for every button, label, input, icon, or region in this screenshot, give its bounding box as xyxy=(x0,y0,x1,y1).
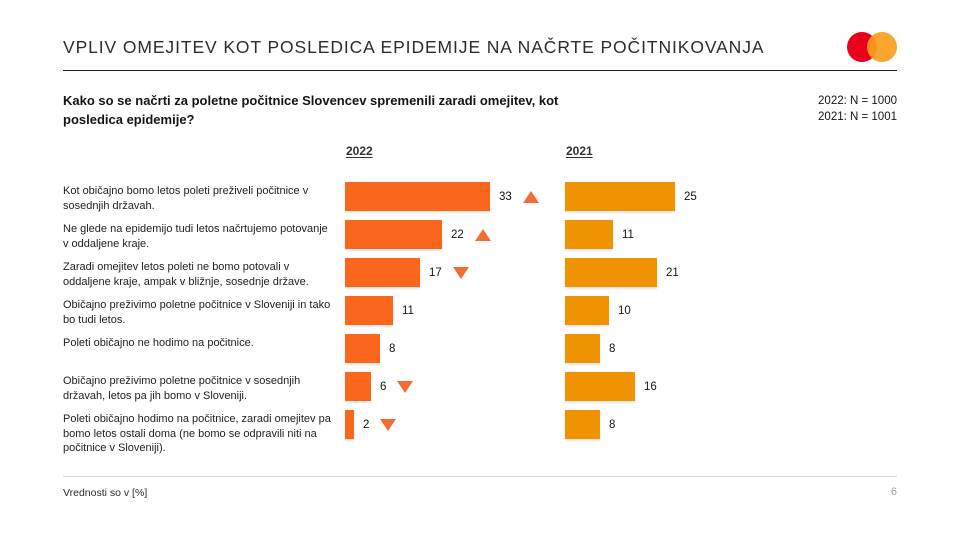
bar-cell-2022: 2 xyxy=(345,410,565,448)
category-label: Ne glede na epidemijo tudi letos načrtuj… xyxy=(63,223,328,250)
category-label: Zaradi omejitev letos poleti ne bomo pot… xyxy=(63,261,309,288)
category-label: Običajno preživimo poletne počitnice v s… xyxy=(63,375,301,402)
trend-down-icon xyxy=(397,380,414,393)
sample-size-2021: 2021: N = 1001 xyxy=(818,111,897,123)
category-label: Kot običajno bomo letos poleti preživeli… xyxy=(63,185,309,212)
bar-line: 17 xyxy=(345,258,565,287)
bar-cell-2022: 11 xyxy=(345,296,565,334)
bar-cell-2021: 8 xyxy=(565,334,897,372)
mastercard-logo xyxy=(847,31,897,63)
bar-line: 2 xyxy=(345,410,565,439)
bar-value: 10 xyxy=(618,304,631,317)
header-spacer xyxy=(63,144,345,175)
footnote: Vrednosti so v [%] xyxy=(63,487,148,499)
bar-2022 xyxy=(345,410,354,439)
sample-size-2022: 2022: N = 1000 xyxy=(818,95,897,107)
logo-orange-circle xyxy=(867,32,897,62)
trend-down-icon xyxy=(452,266,469,279)
bar-value: 25 xyxy=(684,190,697,203)
bar-2021 xyxy=(565,410,600,439)
category-label: Poleti običajno ne hodimo na počitnice. xyxy=(63,337,254,349)
bar-cell-2021: 8 xyxy=(565,410,897,448)
bar-cell-2022: 6 xyxy=(345,372,565,410)
bar-value: 21 xyxy=(666,266,679,279)
bar-value: 22 xyxy=(451,228,464,241)
chart: 2022 2021 Kot običajno bomo letos poleti… xyxy=(63,144,897,454)
category-label: Poleti običajno hodimo na počitnice, zar… xyxy=(63,413,331,454)
bar-line: 10 xyxy=(565,296,897,325)
bar-2022 xyxy=(345,296,393,325)
bar-cell-2021: 10 xyxy=(565,296,897,334)
bar-value: 8 xyxy=(389,342,396,355)
bar-value: 8 xyxy=(609,342,616,355)
column-header-2021: 2021 xyxy=(566,144,593,158)
bar-2021 xyxy=(565,296,609,325)
bar-cell-2022: 33 xyxy=(345,182,565,220)
chart-body: 2022 2021 Kot običajno bomo letos poleti… xyxy=(63,144,897,454)
bar-value: 11 xyxy=(402,304,414,317)
survey-question: Kako so se načrti za poletne počitnice S… xyxy=(63,93,559,127)
bar-line: 21 xyxy=(565,258,897,287)
bar-2021 xyxy=(565,220,613,249)
bar-value: 2 xyxy=(363,418,370,431)
bar-2021 xyxy=(565,258,657,287)
bar-line: 8 xyxy=(565,410,897,439)
bar-line: 25 xyxy=(565,182,897,211)
page-number: 6 xyxy=(890,486,897,498)
bar-value: 17 xyxy=(429,266,442,279)
trend-up-icon xyxy=(522,190,539,203)
title-divider xyxy=(63,70,897,71)
bar-cell-2021: 16 xyxy=(565,372,897,410)
bar-line: 8 xyxy=(565,334,897,363)
bar-line: 8 xyxy=(345,334,565,363)
bar-2022 xyxy=(345,220,442,249)
bar-cell-2021: 25 xyxy=(565,182,897,220)
bar-line: 11 xyxy=(345,296,565,325)
bar-cell-2022: 22 xyxy=(345,220,565,258)
bar-cell-2021: 11 xyxy=(565,220,897,258)
bar-line: 22 xyxy=(345,220,565,249)
bar-cell-2022: 8 xyxy=(345,334,565,372)
bar-value: 11 xyxy=(622,228,634,241)
bar-2021 xyxy=(565,372,635,401)
bar-value: 6 xyxy=(380,380,387,393)
bar-line: 16 xyxy=(565,372,897,401)
sample-size-notes: 2022: N = 1000 2021: N = 1001 xyxy=(818,93,897,125)
bar-line: 11 xyxy=(565,220,897,249)
header: VPLIV OMEJITEV KOT POSLEDICA EPIDEMIJE N… xyxy=(63,26,897,68)
bar-value: 16 xyxy=(644,380,657,393)
bar-value: 8 xyxy=(609,418,616,431)
bar-2022 xyxy=(345,258,420,287)
bar-2021 xyxy=(565,182,675,211)
trend-down-icon xyxy=(380,418,397,431)
bar-2022 xyxy=(345,334,380,363)
bar-2022 xyxy=(345,372,371,401)
bar-2021 xyxy=(565,334,600,363)
footer-divider xyxy=(63,476,897,477)
bar-cell-2022: 17 xyxy=(345,258,565,296)
bar-value: 33 xyxy=(499,190,512,203)
column-header-2022: 2022 xyxy=(346,144,373,158)
trend-up-icon xyxy=(474,228,491,241)
bar-line: 6 xyxy=(345,372,565,401)
bar-cell-2021: 21 xyxy=(565,258,897,296)
bar-line: 33 xyxy=(345,182,565,211)
page-title: VPLIV OMEJITEV KOT POSLEDICA EPIDEMIJE N… xyxy=(63,36,765,57)
bar-2022 xyxy=(345,182,490,211)
category-label: Običajno preživimo poletne počitnice v S… xyxy=(63,299,331,326)
